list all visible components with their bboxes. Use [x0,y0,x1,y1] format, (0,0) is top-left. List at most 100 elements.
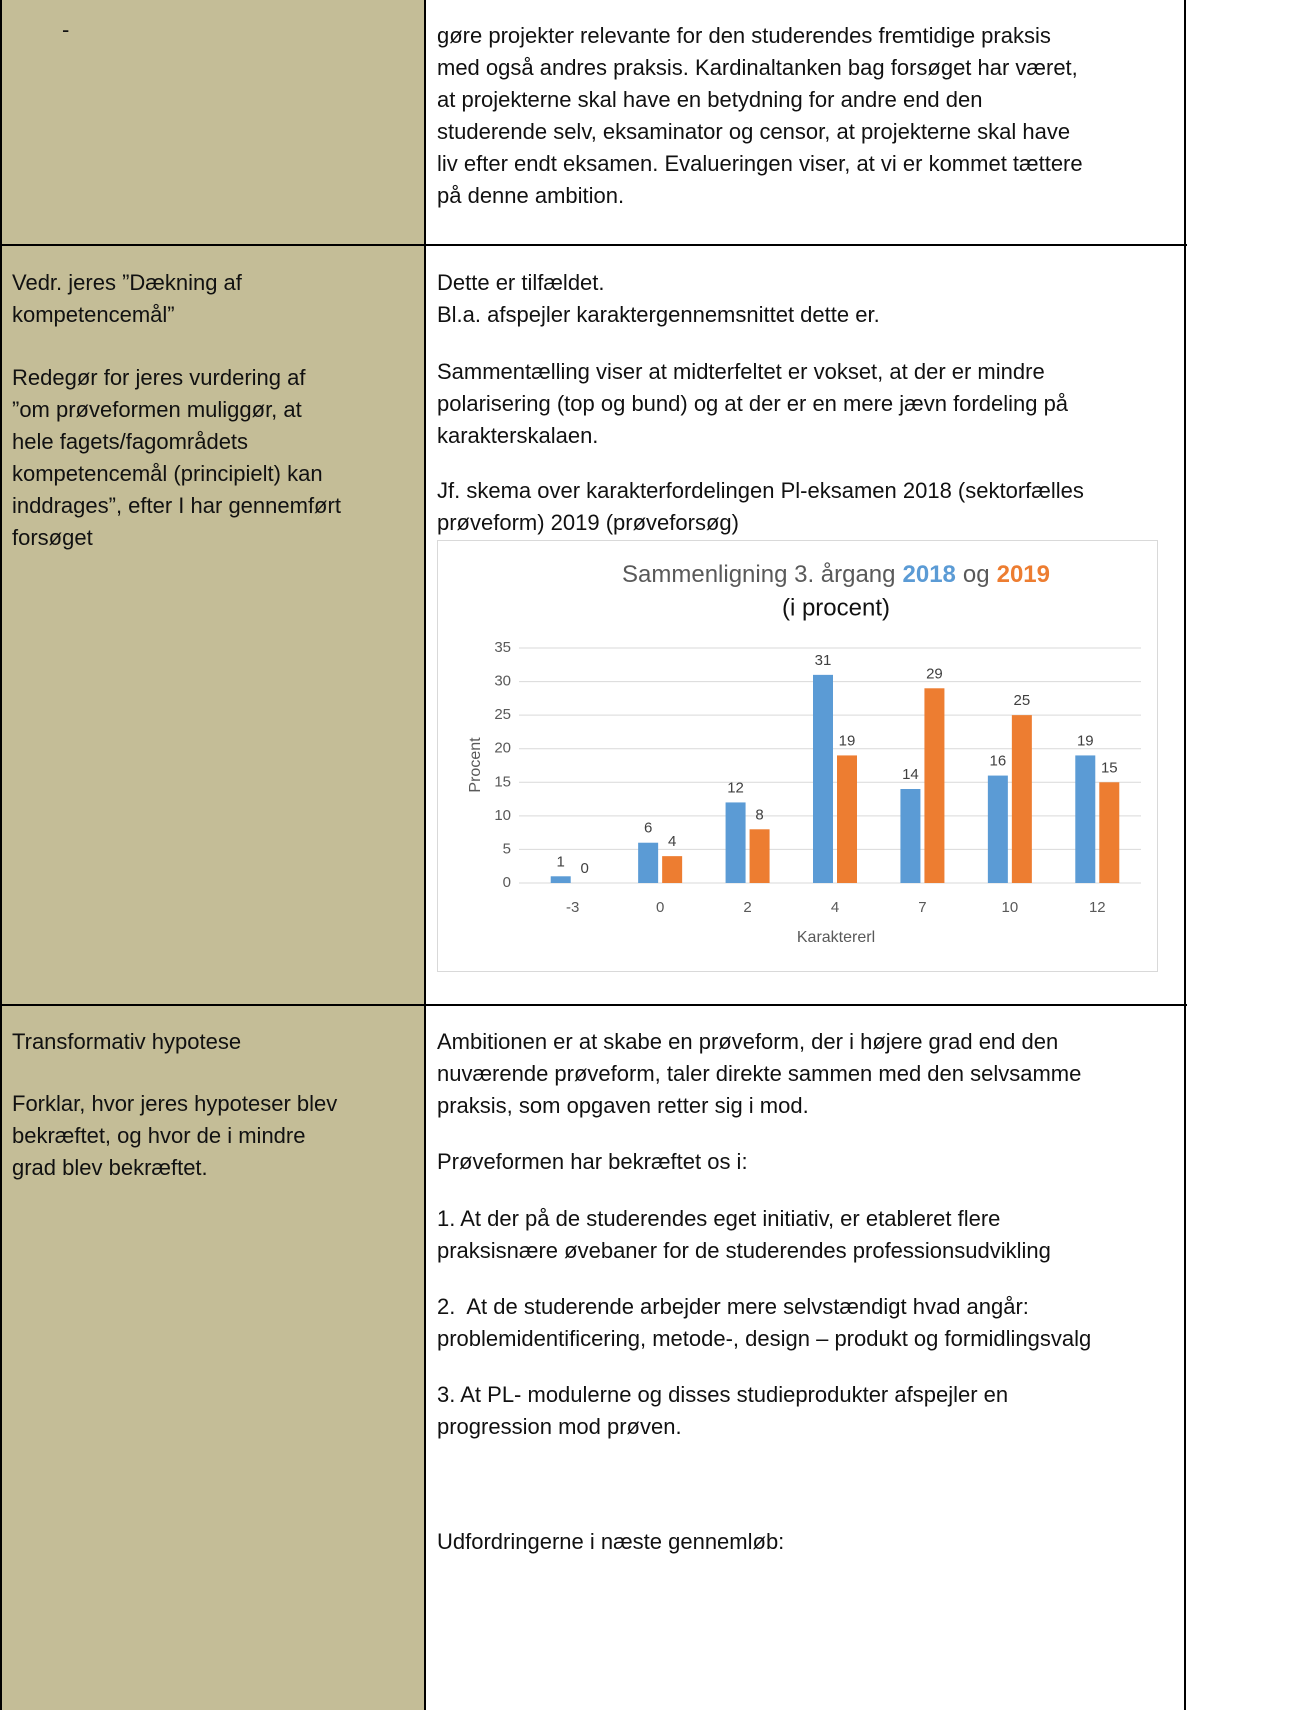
chart: Sammenligning 3. årgang 2018 og 2019 (i pro… [437,540,1158,972]
border [0,1004,1187,1006]
cell-text: Dette er tilfældet. Bl.a. afspejler karak… [437,267,880,331]
border [1184,0,1186,1710]
text-line: med også andres praksis. Kardinaltanken … [437,55,1078,80]
x-tick-label: 0 [656,899,664,916]
cell-text: gøre projekter relevante for den studere… [437,19,1083,211]
text-line: karakterskalaen. [437,423,599,448]
text-line: problemidentificering, metode-, design –… [437,1326,1092,1351]
text-line: praksisnære øvebaner for de studerendes … [437,1238,1051,1263]
border [0,244,1187,246]
data-label: 16 [990,753,1007,770]
cell-text: Jf. skema over karakterfordelingen Pl-ek… [437,476,1084,540]
chart-subtitle: (i procent) [782,594,890,621]
y-tick-label: 5 [503,840,511,857]
text-line: Dette er tilfældet. [437,270,605,295]
text-line: grad blev bekræftet. [12,1155,208,1180]
bar [725,802,746,883]
cell-text: Udfordringerne i næste gennemløb: [437,1526,784,1558]
cell-text: 3. At PL- modulerne og disses studieprod… [437,1379,1008,1443]
text-line: 3. At PL- modulerne og disses studieprod… [437,1382,1009,1407]
bar [550,876,571,883]
label-column [0,0,425,1710]
x-axis-title: Karaktererl [797,929,875,946]
data-label: 6 [644,820,652,837]
text-line: 2. At de studerende arbejder mere selvst… [437,1294,1029,1319]
text-line: studerende selv, eksaminator og censor, … [437,119,1071,144]
data-label: 19 [1077,732,1094,749]
text-line: Vedr. jeres ”Dækning af [12,270,242,295]
y-tick-label: 10 [494,807,511,824]
text-line: ”om prøveformen muliggør, at [12,397,302,422]
text-line: kompetencemål” [12,302,175,327]
y-tick-label: 0 [503,874,511,891]
data-label: 12 [727,779,744,796]
text-line: prøveform) 2019 (prøveforsøg) [437,510,739,535]
text-line: polarisering (top og bund) og at der er … [437,391,1069,416]
text-line: nuværende prøveform, taler direkte samme… [437,1061,1082,1086]
title-part: og [963,561,990,588]
cell-text: Forklar, hvor jeres hypoteser blev bekræf… [12,1089,337,1185]
y-tick-label: 30 [494,673,511,690]
data-label: 1 [557,853,565,870]
text-line: på denne ambition. [437,183,625,208]
text-line: Ambitionen er at skabe en prøveform, der… [437,1029,1059,1054]
cell-text: - [62,14,69,46]
y-tick-label: 15 [494,773,511,790]
data-label: 14 [902,766,919,783]
y-axis-title: Procent [467,737,484,793]
data-label: 4 [668,833,676,850]
title-part: 2019 [997,561,1050,588]
text-line: - [62,17,70,42]
bar [987,775,1008,883]
x-tick-label: 10 [1002,899,1019,916]
text-line: Jf. skema over karakterfordelingen Pl-ek… [437,478,1084,503]
text-line: Sammentælling viser at midterfeltet er v… [437,359,1045,384]
chart-frame [437,540,1158,972]
bar [1011,715,1032,883]
border [424,0,426,1710]
data-label: 0 [581,860,589,877]
cell-text: 1. At der på de studerendes eget initiat… [437,1204,1051,1268]
cell-text: Vedr. jeres ”Dækning af kompetencemål” [12,267,242,331]
bar [837,755,857,883]
bar [813,674,833,883]
chart-title: Sammenligning 3. årgang 2018 og 2019 [622,561,1050,588]
y-tick-label: 35 [494,639,511,656]
border [0,0,2,1710]
text-line: Prøveformen har bekræftet os i: [437,1149,748,1174]
x-tick-label: -3 [566,899,579,916]
bar [900,789,921,883]
text-line: inddrages”, efter I har gennemført [12,493,341,518]
cell-text: Redegør for jeres vurdering af ”om prøvef… [12,362,341,554]
x-tick-label: 4 [831,899,839,916]
bar [662,856,683,883]
text-line: gøre projekter relevante for den studere… [437,23,1051,48]
text-line: praksis, som opgaven retter sig i mod. [437,1093,809,1118]
text-line: at projekterne skal have en betydning fo… [437,87,983,112]
bar [1099,782,1120,883]
data-label: 29 [926,665,943,682]
text-line: Bl.a. afspejler karaktergennemsnittet de… [437,302,880,327]
text-line: liv efter endt eksamen. Evalueringen vis… [437,151,1083,176]
data-label: 25 [1014,692,1031,709]
cell-text: Sammentælling viser at midterfeltet er v… [437,356,1068,452]
x-tick-label: 2 [743,899,751,916]
data-label: 15 [1101,759,1118,776]
x-tick-label: 12 [1089,899,1106,916]
title-part: Sammenligning 3. årgang [622,561,896,588]
data-label: 19 [839,732,856,749]
text-line: hele fagets/fagområdets [12,429,249,454]
bar [638,842,659,883]
y-tick-label: 20 [494,740,511,757]
bar [1075,755,1096,883]
title-part: 2018 [903,561,956,588]
data-label: 31 [815,652,832,669]
cell-text: Ambitionen er at skabe en prøveform, der… [437,1026,1081,1122]
data-label: 8 [755,806,763,823]
cell-text: 2. At de studerende arbejder mere selvst… [437,1291,1091,1355]
text-line: progression mod prøven. [437,1414,682,1439]
text-line: forsøget [12,525,93,550]
cell-text: Transformativ hypotese [12,1026,241,1058]
x-tick-label: 7 [918,899,926,916]
